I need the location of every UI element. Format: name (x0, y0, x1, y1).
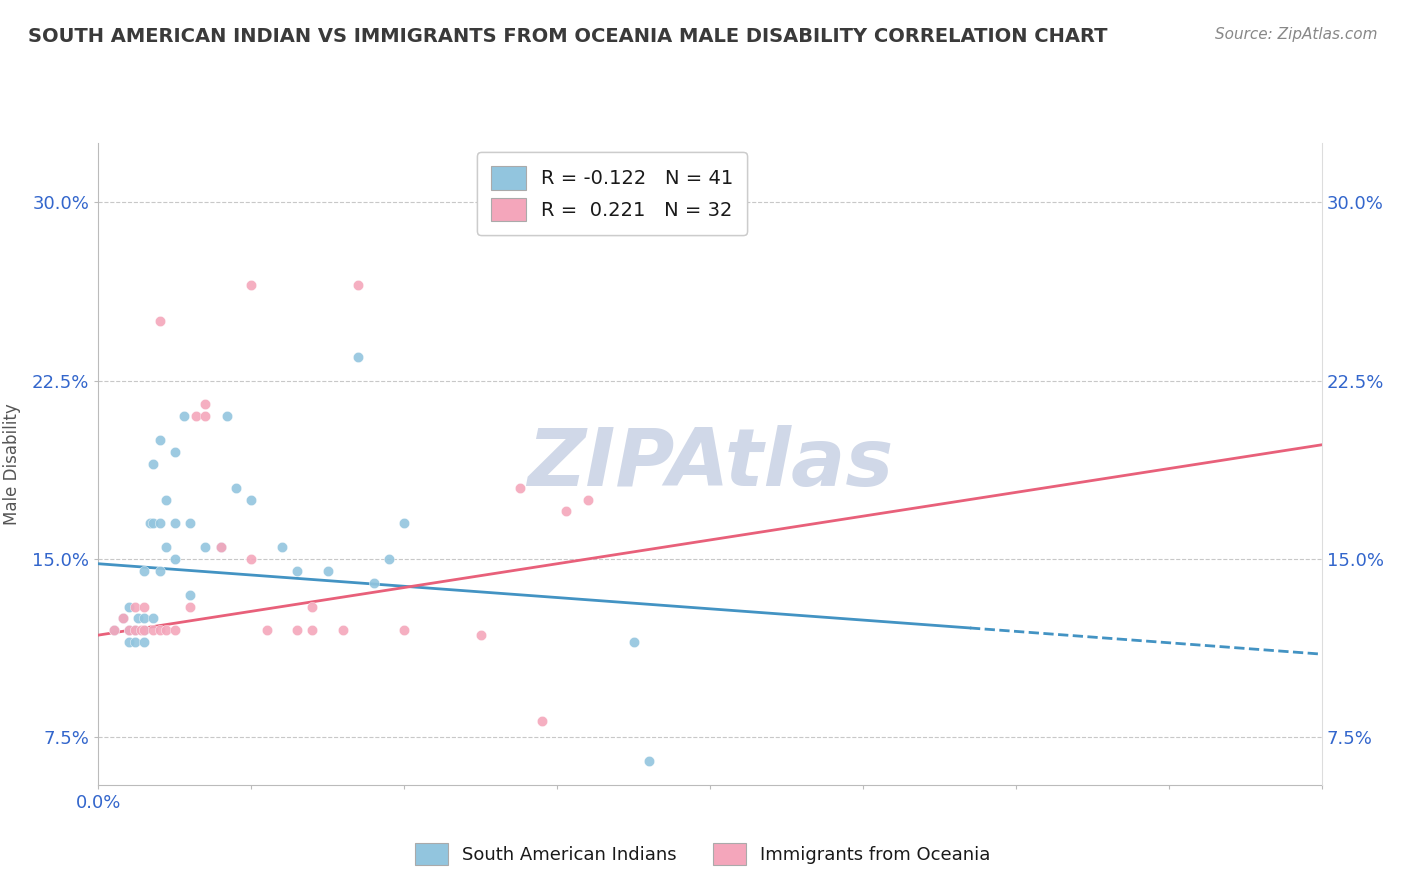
Point (256, 624, 278, 638)
Point (301, 599, 323, 614)
Point (509, 481, 531, 495)
Point (179, 599, 201, 614)
Text: ZIPAtlas: ZIPAtlas (527, 425, 893, 503)
Point (163, 516, 186, 531)
Point (576, 492, 599, 507)
Point (240, 278, 263, 293)
Point (163, 552, 186, 566)
Point (149, 516, 172, 531)
Point (124, 635, 146, 649)
Point (194, 397, 217, 411)
Point (118, 624, 141, 638)
Point (163, 624, 186, 638)
Point (134, 611, 156, 625)
Point (555, 504, 578, 518)
Point (124, 599, 146, 614)
Point (285, 564, 308, 578)
Point (470, 628, 492, 642)
Point (142, 611, 165, 625)
Point (103, 624, 125, 638)
Point (134, 564, 156, 578)
Text: Source: ZipAtlas.com: Source: ZipAtlas.com (1215, 27, 1378, 42)
Point (378, 552, 401, 566)
Point (155, 540, 177, 554)
Point (163, 445, 186, 459)
Point (173, 409, 195, 424)
Point (118, 624, 141, 638)
Point (240, 552, 263, 566)
Point (637, 754, 661, 768)
Point (111, 611, 134, 625)
Point (363, 575, 385, 590)
Point (285, 624, 308, 638)
Point (270, 540, 292, 554)
Point (209, 540, 232, 554)
Point (179, 516, 201, 531)
Legend: R = -0.122   N = 41, R =  0.221   N = 32: R = -0.122 N = 41, R = 0.221 N = 32 (477, 153, 747, 235)
Point (142, 457, 165, 471)
Point (134, 624, 156, 638)
Text: SOUTH AMERICAN INDIAN VS IMMIGRANTS FROM OCEANIA MALE DISABILITY CORRELATION CHA: SOUTH AMERICAN INDIAN VS IMMIGRANTS FROM… (28, 27, 1108, 45)
Point (149, 624, 172, 638)
Point (149, 314, 172, 328)
Point (194, 540, 217, 554)
Point (209, 540, 232, 554)
Point (127, 611, 149, 625)
Point (103, 624, 125, 638)
Point (142, 516, 165, 531)
Point (347, 350, 370, 364)
Point (194, 409, 217, 424)
Point (316, 564, 339, 578)
Legend: South American Indians, Immigrants from Oceania: South American Indians, Immigrants from … (406, 834, 1000, 874)
Y-axis label: Male Disability: Male Disability (3, 403, 21, 524)
Point (129, 624, 152, 638)
Point (240, 492, 263, 507)
Point (149, 433, 172, 447)
Point (111, 611, 134, 625)
Point (179, 588, 201, 602)
Point (225, 481, 247, 495)
Point (186, 409, 208, 424)
Point (134, 635, 156, 649)
Point (215, 409, 238, 424)
Point (118, 635, 141, 649)
Point (347, 278, 370, 293)
Point (142, 624, 165, 638)
Point (134, 624, 156, 638)
Point (155, 492, 177, 507)
Point (124, 624, 146, 638)
Point (118, 599, 141, 614)
Point (124, 624, 146, 638)
Point (623, 635, 645, 649)
Point (149, 564, 172, 578)
Point (392, 516, 416, 531)
Point (332, 624, 354, 638)
Point (392, 624, 416, 638)
Point (301, 624, 323, 638)
Point (155, 624, 177, 638)
Point (530, 714, 553, 728)
Point (134, 599, 156, 614)
Point (139, 516, 162, 531)
